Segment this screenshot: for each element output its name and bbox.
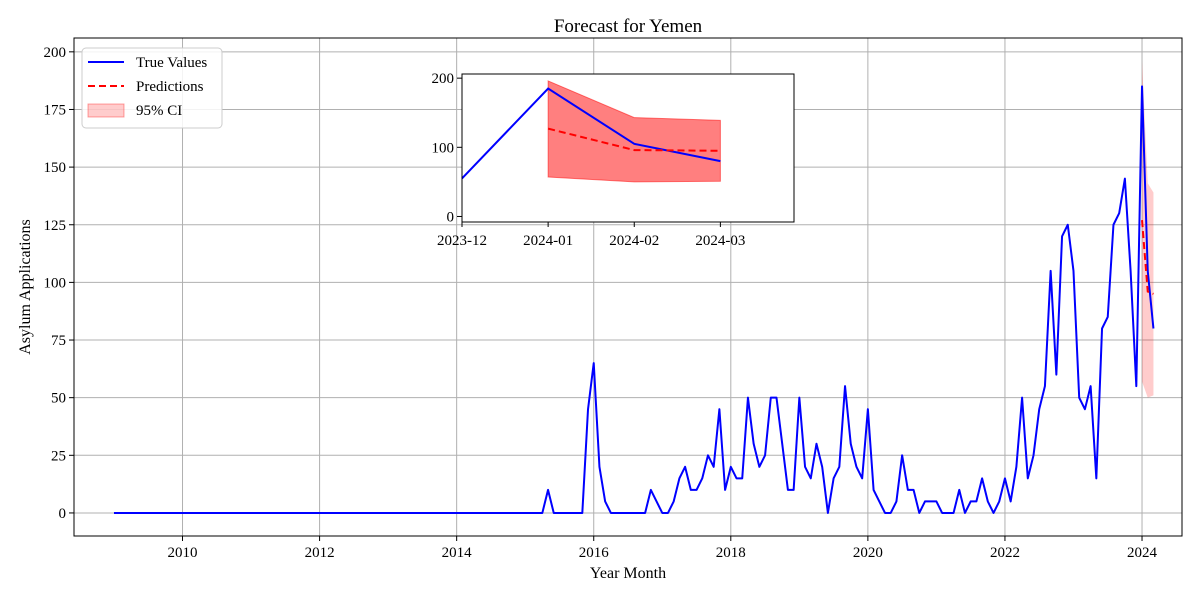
y-tick-label: 125 [44,218,67,234]
y-tick-label: 175 [44,102,67,118]
inset-y-tick-label: 0 [447,209,455,225]
main-frame [73,37,1183,537]
y-tick-label: 25 [51,448,66,464]
y-tick-label: 75 [51,333,66,349]
main-x-ticks: 2010 2012 2014 2016 2018 2020 2022 2024 [168,536,1158,561]
legend-true-values: True Values [136,55,207,71]
inset-x-tick-label: 2024-02 [609,233,659,249]
inset-y-tick-label: 100 [432,140,455,156]
inset-y-ticks: 0 100 200 [432,71,462,225]
legend-ci-swatch [87,103,125,118]
x-tick-label: 2024 [1127,545,1158,561]
x-tick-label: 2010 [168,545,198,561]
inset-x-tick-label: 2023-12 [437,233,487,249]
inset-x-ticks: 2023-12 2024-01 2024-02 2024-03 [437,222,745,249]
y-axis-label: Asylum Applications [17,219,34,355]
x-tick-label: 2018 [716,545,746,561]
legend-predictions: Predictions [136,79,204,95]
y-tick-label: 50 [51,391,66,407]
inset-x-tick-label: 2024-01 [523,233,573,249]
chart-title: Forecast for Yemen [554,16,703,37]
y-tick-label: 0 [59,506,67,522]
x-tick-label: 2022 [990,545,1020,561]
legend-ci: 95% CI [136,103,182,119]
y-tick-label: 100 [44,275,67,291]
x-tick-label: 2012 [305,545,335,561]
x-axis-label: Year Month [590,565,666,582]
ci-band-main [1142,61,1154,398]
y-tick-label: 150 [44,160,67,176]
legend: True Values Predictions 95% CI [81,47,223,129]
inset-frame [461,73,795,223]
ci-band-inset [547,80,721,183]
x-tick-label: 2016 [579,545,610,561]
legend-box [81,47,223,129]
true-values-line-inset [461,87,721,180]
y-tick-label: 200 [44,45,67,61]
predictions-line-main [1141,220,1154,295]
inset-y-tick-label: 200 [432,71,455,87]
predictions-line-inset [547,127,721,152]
x-tick-label: 2014 [442,545,473,561]
main-y-ticks: 0 25 50 75 100 125 150 175 200 [44,45,74,522]
inset-axes: 2023-12 2024-01 2024-02 2024-03 0 100 200 [432,71,795,249]
true-values-line-main [113,85,1155,514]
x-tick-label: 2020 [853,545,883,561]
inset-x-tick-label: 2024-03 [695,233,745,249]
